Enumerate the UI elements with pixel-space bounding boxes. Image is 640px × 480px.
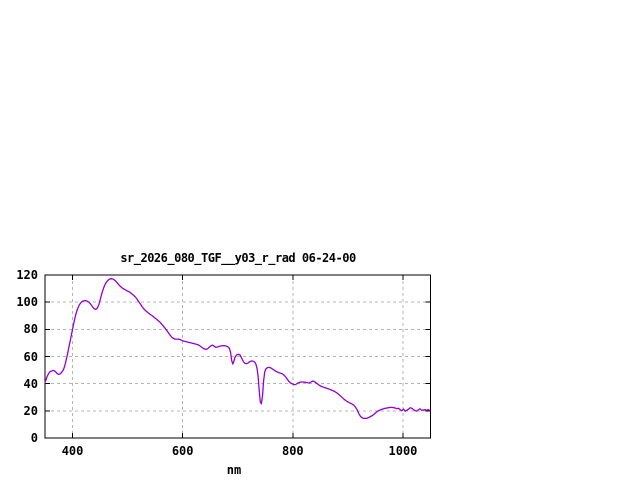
y-tick-label: 60 — [23, 349, 38, 364]
grid-lines — [45, 274, 431, 439]
x-axis-label: nm — [226, 463, 242, 477]
plot-border — [44, 274, 431, 439]
y-tick-label: 0 — [30, 431, 38, 445]
border-rect — [44, 274, 431, 439]
x-tick-label: 600 — [171, 444, 194, 458]
plot-title: sr_2026_080_TGF__y03_r_rad 06-24-00 — [120, 251, 356, 265]
y-tick-label: 80 — [23, 322, 38, 337]
data-curve — [44, 278, 431, 420]
y-tick-label: 20 — [23, 403, 38, 418]
y-tick-label: 100 — [16, 295, 38, 310]
x-tick-label: 800 — [281, 444, 304, 458]
y-tick-label: 120 — [16, 268, 38, 282]
x-tick-label: 400 — [61, 444, 84, 458]
y-tick-label: 40 — [23, 376, 38, 391]
x-tick-label: 1000 — [388, 444, 418, 458]
series-line — [44, 278, 431, 420]
